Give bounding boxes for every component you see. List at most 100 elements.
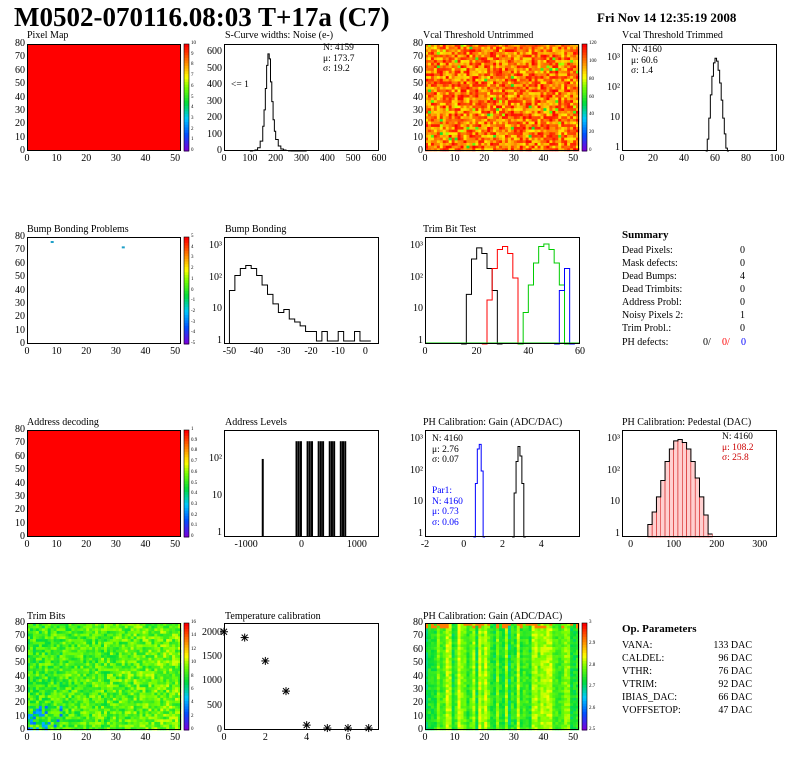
- vcal-cell: [519, 70, 524, 74]
- vcal-cell: [425, 70, 429, 74]
- vcal-cell: [502, 110, 506, 114]
- vcal-cell: [481, 68, 485, 72]
- vcal-cell: [516, 52, 521, 55]
- pixel-map-palette-tick: 8: [191, 62, 194, 68]
- vcal-cell: [430, 70, 435, 74]
- vcal-cell: [493, 116, 497, 120]
- vcal-cell: [433, 102, 438, 106]
- vcal-cell: [543, 44, 547, 47]
- vcal-cell: [528, 108, 532, 112]
- vcal-cell: [516, 126, 521, 130]
- vcal-cell: [507, 142, 512, 146]
- vcal-cell: [552, 102, 556, 106]
- vcal-cell: [522, 113, 526, 117]
- vcal-cell: [507, 65, 512, 69]
- vcal-cell: [490, 84, 494, 88]
- vcal-cell: [531, 78, 535, 82]
- vcal-cell: [513, 73, 518, 77]
- vcal-cell: [499, 92, 503, 96]
- vcal-cell: [427, 49, 432, 53]
- vcal-cell: [552, 116, 556, 120]
- vcal-cell: [558, 54, 562, 58]
- vcal-cell: [475, 129, 479, 133]
- vcal-cell: [472, 78, 476, 82]
- vcal-cell: [484, 46, 488, 50]
- vcal-cell: [439, 116, 444, 120]
- vcal-cell: [558, 121, 562, 125]
- vcal-cell: [439, 57, 444, 61]
- vcal-cell: [525, 124, 529, 128]
- bump-problems-palette-tick: -4: [191, 330, 196, 336]
- vcal-cell: [493, 134, 497, 138]
- pixel-map-ytick: 40: [15, 91, 25, 103]
- bump-problems-palette-tick: 2: [191, 266, 194, 272]
- vcal-cell: [570, 145, 574, 149]
- vcal-cell: [442, 57, 447, 61]
- vcal-cell: [561, 94, 565, 98]
- pixel-map-palette-cell: [184, 118, 189, 123]
- vcal-cell: [576, 124, 580, 128]
- vcal-cell: [463, 68, 467, 72]
- vcal-cell: [534, 73, 538, 77]
- vcal-cell: [430, 148, 435, 152]
- vcal-cell: [436, 49, 441, 53]
- vcal-cell: [427, 116, 432, 120]
- vcal-cell: [496, 94, 500, 98]
- ph-pedestal-stats: N: 4160 μ: 108.2 σ: 25.8: [722, 432, 753, 464]
- vcal-cell: [528, 142, 532, 146]
- vcal-cell: [573, 126, 577, 130]
- vcal-cell: [454, 52, 458, 55]
- trim-bits-cell: [29, 633, 34, 637]
- vcal-cell: [466, 65, 470, 69]
- vcal-cell: [451, 118, 455, 122]
- vcal-cell: [561, 108, 565, 112]
- vcal-cell: [570, 81, 574, 85]
- pixel-map-palette-cell: [184, 65, 189, 69]
- vcal-cell: [522, 65, 526, 69]
- vcal-cell: [478, 94, 482, 98]
- vcal-untrimmed-palette-cell: [582, 132, 587, 136]
- vcal-cell: [425, 140, 429, 144]
- vcal-cell: [475, 116, 479, 120]
- vcal-cell: [558, 126, 562, 130]
- vcal-cell: [502, 76, 506, 80]
- bump-problem-point: [50, 241, 54, 244]
- vcal-cell: [567, 94, 571, 98]
- vcal-cell: [502, 73, 506, 77]
- vcal-cell: [427, 113, 432, 117]
- vcal-cell: [436, 100, 441, 104]
- vcal-cell: [567, 132, 571, 136]
- vcal-cell: [561, 68, 565, 72]
- vcal-cell: [496, 118, 500, 122]
- vcal-cell: [436, 76, 441, 80]
- vcal-cell: [561, 113, 565, 117]
- vcal-cell: [439, 129, 444, 133]
- vcal-cell: [433, 118, 438, 122]
- vcal-cell: [543, 97, 547, 101]
- vcal-cell: [573, 145, 577, 149]
- vcal-cell: [567, 124, 571, 128]
- vcal-cell: [555, 86, 559, 90]
- vcal-cell: [448, 129, 452, 133]
- vcal-cell: [451, 49, 455, 53]
- pixel-map-ytick: 50: [15, 78, 25, 90]
- vcal-cell: [427, 97, 432, 101]
- vcal-cell: [445, 129, 449, 133]
- vcal-cell: [570, 148, 574, 152]
- bump-problems-palette-cell: [184, 274, 189, 278]
- vcal-cell: [570, 68, 574, 72]
- vcal-cell: [534, 84, 538, 88]
- vcal-cell: [507, 68, 512, 72]
- vcal-cell: [460, 118, 464, 122]
- vcal-cell: [576, 105, 580, 109]
- vcal-cell: [540, 73, 544, 77]
- vcal-cell: [561, 70, 565, 74]
- vcal-cell: [484, 145, 488, 149]
- vcal-cell: [570, 102, 574, 106]
- vcal-cell: [427, 44, 432, 47]
- vcal-untrimmed-palette-cell: [582, 76, 587, 80]
- bump-problems-xtick: 50: [170, 346, 181, 357]
- vcal-cell: [510, 73, 515, 77]
- trim-bits-cell: [32, 692, 37, 696]
- vcal-cell: [522, 92, 526, 96]
